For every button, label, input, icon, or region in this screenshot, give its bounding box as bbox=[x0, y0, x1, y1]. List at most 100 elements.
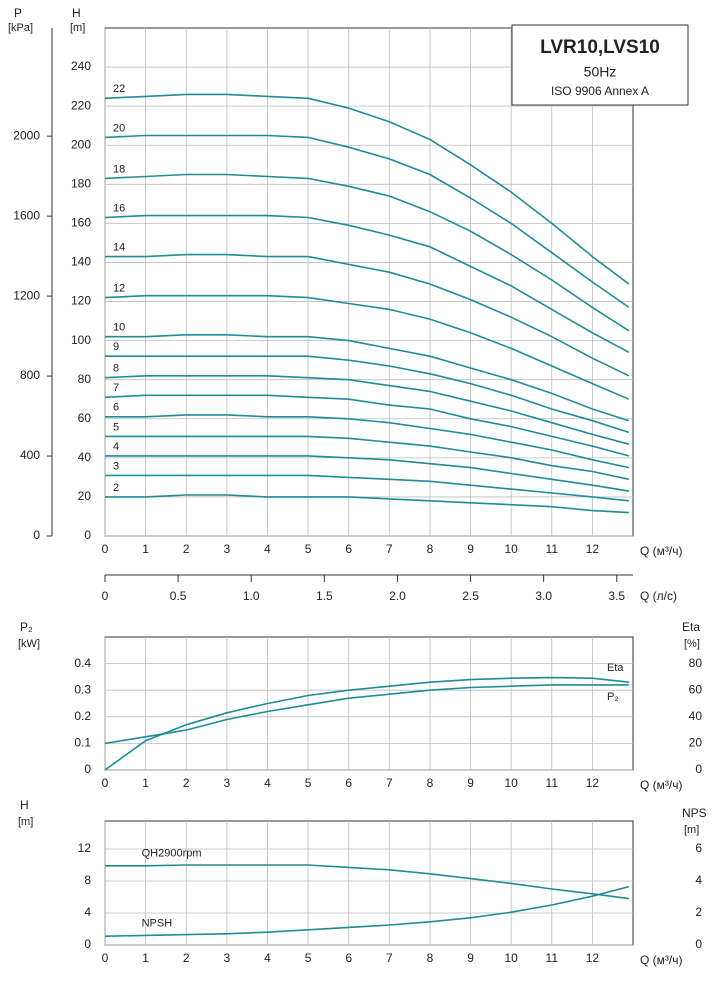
series-label: 8 bbox=[113, 363, 119, 375]
y-axis-unit: [kW] bbox=[18, 638, 40, 650]
y-tick-label: 200 bbox=[71, 137, 91, 151]
y2-axis-unit: [kPa] bbox=[8, 22, 33, 34]
x-tick-label: 9 bbox=[467, 951, 474, 965]
series-label: 10 bbox=[113, 322, 125, 334]
x-tick-label: 10 bbox=[504, 542, 518, 556]
y-tick-label: 0.1 bbox=[74, 736, 91, 750]
y-axis-unit: [m] bbox=[70, 22, 85, 34]
y-tick-label: 140 bbox=[71, 255, 91, 269]
x-tick-label: 7 bbox=[386, 951, 393, 965]
curve bbox=[104, 394, 630, 457]
y2-tick-label: 4 bbox=[695, 873, 702, 887]
y-tick-label: 0.3 bbox=[74, 682, 91, 696]
y-tick-label: 0.4 bbox=[74, 656, 91, 670]
x-tick-label: 6 bbox=[345, 776, 352, 790]
y-tick-label: 0.2 bbox=[74, 709, 91, 723]
series-label: NPSH bbox=[142, 917, 173, 929]
series-label: 12 bbox=[113, 283, 125, 295]
y2-axis-unit: [m] bbox=[684, 824, 699, 836]
curve bbox=[105, 334, 630, 422]
x-tick-label: 4 bbox=[264, 542, 271, 556]
title-box bbox=[511, 24, 689, 106]
x-tick-label: 2 bbox=[183, 776, 190, 790]
y2-tick-label: 20 bbox=[689, 736, 703, 750]
curve bbox=[104, 93, 630, 285]
x-tick-label: 12 bbox=[586, 542, 600, 556]
x-tick-label: 9 bbox=[467, 776, 474, 790]
x2-tick-label: 0 bbox=[102, 589, 109, 603]
y-tick-label: 180 bbox=[71, 176, 91, 190]
x2-tick-label: 1.5 bbox=[316, 589, 333, 603]
y2-tick-label: 60 bbox=[689, 682, 703, 696]
y-tick-label: 4 bbox=[84, 905, 91, 919]
y-tick-label: 20 bbox=[78, 489, 92, 503]
y2-tick-label: 400 bbox=[20, 448, 40, 462]
y-tick-label: 60 bbox=[78, 411, 92, 425]
x2-axis-label: Q (л/с) bbox=[640, 589, 677, 603]
x2-tick-label: 1.0 bbox=[243, 589, 260, 603]
curve bbox=[104, 134, 630, 309]
chart-subtitle: 50Hz bbox=[584, 64, 617, 80]
x-tick-label: 5 bbox=[305, 951, 312, 965]
x-tick-label: 3 bbox=[224, 542, 231, 556]
x-tick-label: 3 bbox=[224, 951, 231, 965]
y2-tick-label: 0 bbox=[695, 762, 702, 776]
x-tick-label: 9 bbox=[467, 542, 474, 556]
series-label: 14 bbox=[113, 242, 125, 254]
y-tick-label: 160 bbox=[71, 216, 91, 230]
x-tick-label: 10 bbox=[504, 776, 518, 790]
x-tick-label: 8 bbox=[427, 542, 434, 556]
curve bbox=[104, 885, 630, 937]
x-tick-label: 1 bbox=[142, 542, 149, 556]
series-label: 7 bbox=[113, 382, 119, 394]
curve bbox=[105, 435, 630, 481]
y2-axis-label: P bbox=[14, 6, 22, 20]
y-axis-label: H bbox=[72, 6, 81, 20]
x-tick-label: 4 bbox=[264, 776, 271, 790]
y2-tick-label: 40 bbox=[689, 709, 703, 723]
curve bbox=[105, 414, 630, 469]
y-tick-label: 8 bbox=[84, 873, 91, 887]
curve bbox=[104, 375, 630, 445]
x-tick-label: 8 bbox=[427, 951, 434, 965]
chart-title: LVR10,LVS10 bbox=[540, 37, 660, 58]
y2-axis-label: Eta bbox=[682, 620, 700, 634]
series-label: P₂ bbox=[607, 691, 619, 703]
x2-tick-label: 0.5 bbox=[170, 589, 187, 603]
y2-tick-label: 6 bbox=[695, 841, 702, 855]
series-label: 2 bbox=[113, 482, 119, 494]
x-tick-label: 0 bbox=[102, 776, 109, 790]
x-tick-label: 5 bbox=[305, 776, 312, 790]
series-label: 16 bbox=[113, 202, 125, 214]
x-tick-label: 6 bbox=[345, 951, 352, 965]
y-tick-label: 220 bbox=[71, 98, 91, 112]
series-label: 22 bbox=[113, 83, 125, 95]
x-tick-label: 11 bbox=[546, 542, 559, 556]
x-tick-label: 1 bbox=[142, 776, 149, 790]
x2-tick-label: 2.0 bbox=[389, 589, 406, 603]
series-label: 4 bbox=[113, 441, 119, 453]
curve bbox=[105, 474, 629, 502]
x-tick-label: 5 bbox=[305, 542, 312, 556]
y-tick-label: 12 bbox=[78, 841, 92, 855]
y-axis-unit: [m] bbox=[18, 816, 33, 828]
curve bbox=[105, 455, 630, 492]
y2-tick-label: 1200 bbox=[13, 288, 40, 302]
y-tick-label: 0 bbox=[84, 762, 91, 776]
y2-tick-label: 800 bbox=[20, 368, 40, 382]
x-tick-label: 2 bbox=[183, 951, 190, 965]
y-tick-label: 0 bbox=[84, 528, 91, 542]
x-tick-label: 12 bbox=[586, 951, 600, 965]
curve bbox=[104, 676, 629, 771]
series-label: 3 bbox=[113, 460, 119, 472]
x-tick-label: 0 bbox=[102, 542, 109, 556]
x-tick-label: 3 bbox=[224, 776, 231, 790]
series-label: 5 bbox=[113, 421, 119, 433]
y2-axis-unit: [%] bbox=[684, 638, 700, 650]
y2-tick-label: 0 bbox=[695, 937, 702, 951]
x-tick-label: 11 bbox=[546, 776, 559, 790]
y-tick-label: 240 bbox=[71, 59, 91, 73]
x2-tick-label: 3.0 bbox=[535, 589, 552, 603]
x-axis-label: Q (м³/ч) bbox=[640, 778, 683, 792]
